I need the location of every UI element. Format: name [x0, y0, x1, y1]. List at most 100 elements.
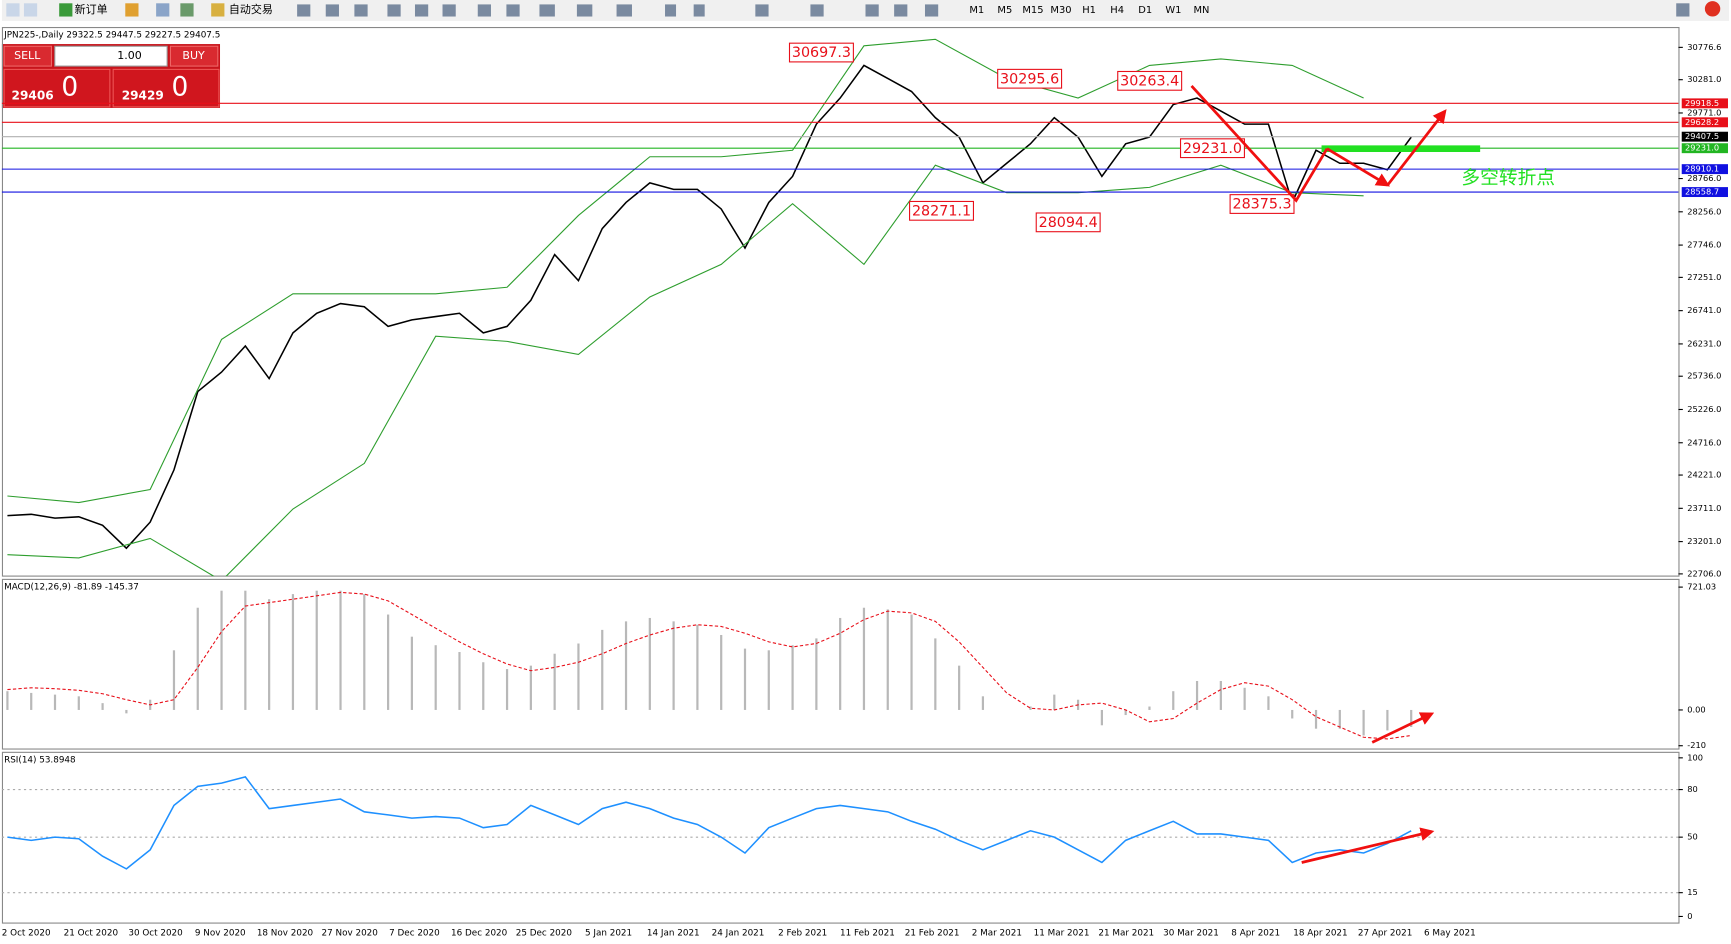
y-tick-label: 30281.0: [1687, 74, 1721, 84]
price-line: [7, 64, 1412, 550]
buy-label[interactable]: BUY: [182, 49, 205, 62]
timeframe-button[interactable]: M1: [969, 5, 984, 16]
icon[interactable]: [23, 3, 38, 17]
sell-label[interactable]: SELL: [14, 49, 41, 62]
price-level-label: 28910.1: [1685, 164, 1719, 174]
timeframe-button[interactable]: M30: [1050, 5, 1071, 16]
y-tick-label: 0: [1687, 911, 1692, 921]
icon[interactable]: [865, 4, 879, 17]
icon[interactable]: [325, 4, 339, 17]
buy-price[interactable]: [112, 68, 220, 108]
price-level-label: 29628.2: [1685, 117, 1719, 127]
icon[interactable]: [894, 4, 908, 17]
icon[interactable]: [387, 4, 401, 17]
x-tick-label: 9 Nov 2020: [195, 928, 246, 938]
icon[interactable]: [810, 4, 824, 17]
icon[interactable]: [924, 4, 939, 17]
macd-bar: [1148, 706, 1151, 710]
icon[interactable]: [755, 4, 769, 17]
price-level-box: [1681, 143, 1728, 154]
y-tick-label: 28256.0: [1687, 206, 1721, 216]
x-tick-label: 30 Oct 2020: [128, 928, 183, 938]
macd-bar: [577, 643, 580, 710]
macd-bar: [505, 669, 509, 710]
new-order-icon[interactable]: [59, 3, 73, 17]
macd-bar: [672, 621, 675, 710]
y-tick-label: 15: [1687, 887, 1698, 897]
macd-bar: [720, 634, 723, 710]
auto-trading-button[interactable]: 自动交易: [229, 2, 273, 16]
lots-value[interactable]: 1.00: [117, 49, 142, 62]
x-tick-label: 2 Oct 2020: [2, 928, 51, 938]
x-tick-label: 7 Dec 2020: [389, 928, 440, 938]
timeframe-button[interactable]: H1: [1082, 5, 1096, 16]
panel-title: RSI(14) 53.8948: [4, 756, 76, 766]
timeframe-button[interactable]: M5: [997, 5, 1012, 16]
sell-price[interactable]: [3, 68, 111, 108]
timeframe-button[interactable]: W1: [1165, 5, 1181, 16]
icon[interactable]: [665, 4, 677, 17]
timeframe-button[interactable]: H4: [1110, 5, 1124, 16]
y-tick-label: 0.00: [1687, 704, 1705, 714]
icon[interactable]: [693, 4, 705, 17]
icon[interactable]: [539, 4, 555, 17]
icon[interactable]: [156, 3, 170, 17]
timeframe-button[interactable]: MN: [1193, 5, 1209, 16]
sell-button[interactable]: [3, 45, 53, 67]
ask-main: 29429: [122, 88, 164, 102]
timeframe-button[interactable]: M15: [1022, 5, 1043, 16]
price-level-label: 29918.5: [1685, 98, 1719, 108]
icon[interactable]: [616, 4, 632, 17]
bid-big: 0: [61, 72, 78, 103]
icon[interactable]: [506, 4, 520, 17]
x-tick-label: 2 Mar 2021: [972, 928, 1022, 938]
icon[interactable]: [297, 4, 311, 17]
x-tick-label: 24 Jan 2021: [712, 928, 765, 938]
macd-bar: [1053, 694, 1056, 710]
rsi-arrow: [1301, 827, 1435, 864]
timeframe-button[interactable]: D1: [1138, 5, 1152, 16]
icon[interactable]: [180, 3, 194, 17]
x-tick-label: 2 Feb 2021: [778, 928, 827, 938]
notification-icon[interactable]: [1704, 1, 1721, 17]
new-order-button[interactable]: 新订单: [75, 2, 108, 16]
price-annotation: 30697.3: [792, 45, 851, 61]
icon[interactable]: [576, 4, 593, 17]
x-tick-label: 5 Jan 2021: [585, 928, 632, 938]
buy-button[interactable]: [169, 45, 219, 67]
macd-bar: [1410, 709, 1413, 727]
price-annotation-box: [1035, 212, 1101, 233]
icon[interactable]: [6, 3, 20, 17]
x-tick-label: 16 Dec 2020: [451, 928, 508, 938]
price-annotation-box: [909, 200, 974, 221]
drawings: [1190, 84, 1481, 864]
icon[interactable]: [125, 3, 139, 17]
price-annotation: 28271.1: [912, 203, 971, 219]
lots-input[interactable]: [54, 45, 168, 67]
icon[interactable]: [477, 4, 491, 17]
series-group: [7, 38, 1412, 577]
bid-main: 29406: [12, 88, 54, 102]
price-annotation: 28094.4: [1039, 215, 1098, 231]
price-level-label: 28558.7: [1685, 187, 1719, 197]
macd-bar: [53, 694, 57, 710]
macd-bar: [791, 645, 794, 710]
y-tick-label: 100: [1687, 752, 1703, 762]
y-tick-label: 25736.0: [1687, 371, 1721, 381]
red-arrow: [1326, 147, 1390, 187]
macd-bar: [886, 609, 889, 710]
macd-bar: [529, 665, 532, 710]
icon[interactable]: [414, 4, 429, 17]
x-tick-label: 14 Jan 2021: [647, 928, 700, 938]
macd-bar: [1267, 696, 1270, 710]
search-icon[interactable]: [1676, 3, 1690, 17]
auto-trading-icon[interactable]: [211, 3, 225, 17]
macd-bar: [1172, 691, 1175, 710]
icon[interactable]: [354, 4, 368, 17]
x-tick-label: 18 Apr 2021: [1293, 928, 1347, 938]
icon[interactable]: [442, 4, 456, 17]
price-annotation: 30263.4: [1120, 73, 1179, 89]
panel-frame: [1, 26, 1680, 577]
